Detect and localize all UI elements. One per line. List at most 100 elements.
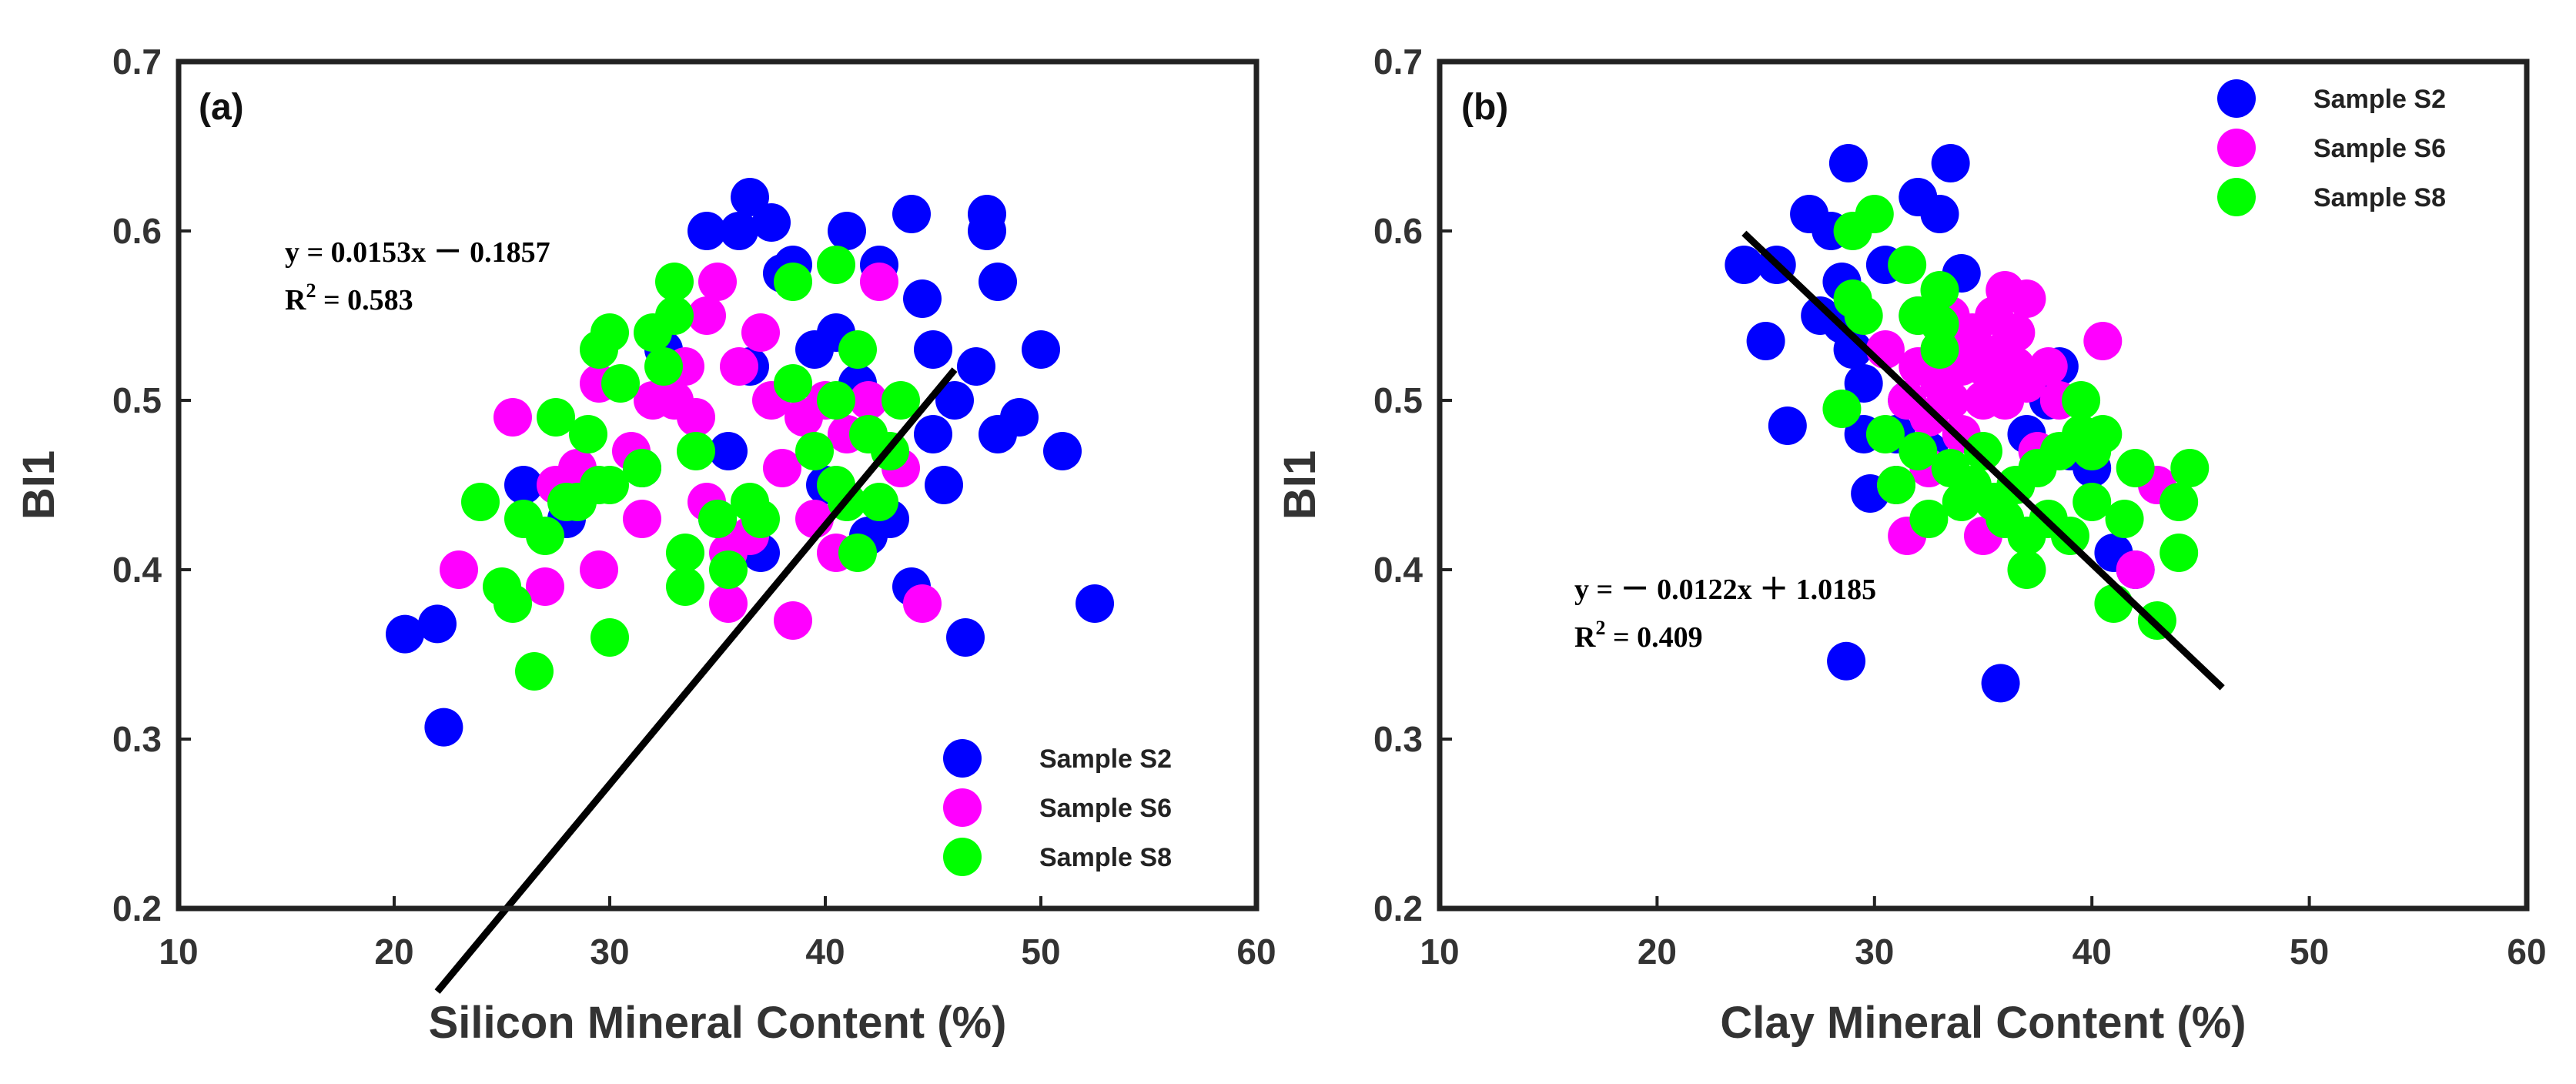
data-point-S6 <box>580 550 618 589</box>
data-point-S2 <box>828 212 866 250</box>
data-point-S8 <box>1855 195 1894 233</box>
data-point-S8 <box>1844 296 1883 335</box>
data-point-S8 <box>698 500 737 538</box>
plot-area <box>179 62 1256 908</box>
panel-a: 10 20 30 40 50 60 0.2 0.3 0.4 0.5 0.6 0.7 Silicon Mi… <box>14 42 1276 1048</box>
data-point-S2 <box>731 178 769 216</box>
data-point-S8 <box>2062 381 2101 420</box>
data-point-S2 <box>709 432 748 470</box>
data-point-S2 <box>979 263 1017 301</box>
series-S8 <box>461 246 920 691</box>
data-point-S8 <box>569 415 607 453</box>
r-squared-symbol: R <box>285 284 306 316</box>
data-point-S8 <box>655 296 694 335</box>
data-point-S8 <box>2094 584 2133 623</box>
panel-label: (b) <box>1461 87 1508 128</box>
legend-marker-S6 <box>2217 129 2256 167</box>
data-point-S8 <box>817 246 855 284</box>
data-point-S8 <box>838 330 877 369</box>
data-point-S8 <box>461 483 500 521</box>
data-point-S8 <box>1920 271 1959 309</box>
legend-label: Sample S6 <box>2313 134 2446 163</box>
data-point-S8 <box>1899 432 1938 470</box>
y-tick-label: 0.3 <box>112 719 162 759</box>
data-point-S2 <box>1920 195 1959 233</box>
data-point-S8 <box>2159 534 2199 572</box>
y-tick-label: 0.2 <box>1373 888 1423 928</box>
data-point-S8 <box>1865 415 1905 453</box>
data-point-S2 <box>1000 398 1039 437</box>
r-squared-superscript: 2 <box>306 279 316 302</box>
legend-label: Sample S8 <box>2313 183 2446 212</box>
data-point-S6 <box>493 398 532 437</box>
y-tick-label: 0.2 <box>112 888 162 928</box>
legend-label: Sample S2 <box>2313 85 2446 114</box>
x-axis-label: Clay Mineral Content (%) <box>1720 998 2246 1048</box>
data-point-S6 <box>687 296 726 335</box>
data-point-S6 <box>1996 313 2036 352</box>
data-point-S8 <box>774 263 812 301</box>
data-point-S2 <box>1828 144 1868 182</box>
regression-equation: y = － 0.0122x ＋ 1.0185 <box>1574 574 1876 606</box>
fit-line <box>1741 230 2225 691</box>
data-point-S8 <box>1909 500 1949 538</box>
data-point-S6 <box>526 567 564 606</box>
data-point-S8 <box>2159 483 2199 521</box>
data-point-S6 <box>2029 347 2068 386</box>
data-point-S8 <box>1964 432 2002 470</box>
y-tick-label: 0.7 <box>112 42 162 82</box>
r-squared: R2 = 0.409 <box>1574 617 1703 654</box>
x-tick-label: 40 <box>805 932 845 972</box>
axes-frame <box>1437 59 2530 912</box>
data-point-S6 <box>860 263 898 301</box>
legend-label: Sample S8 <box>1039 843 1172 872</box>
y-tick-label: 0.5 <box>1373 380 1423 420</box>
data-point-S8 <box>2050 517 2089 555</box>
data-point-S8 <box>601 364 640 403</box>
r-squared-superscript: 2 <box>1595 617 1605 639</box>
data-point-S2 <box>1844 364 1883 403</box>
y-axis-label: BI1 <box>14 450 64 520</box>
data-point-S2 <box>687 212 726 250</box>
x-tick-label: 20 <box>374 932 413 972</box>
data-point-S8 <box>590 313 629 352</box>
data-point-S2 <box>1931 144 1970 182</box>
data-point-S6 <box>2007 279 2046 318</box>
data-point-S8 <box>2116 449 2155 487</box>
legend-marker-S6 <box>943 788 982 827</box>
data-point-S2 <box>1746 322 1785 360</box>
legend-marker-S2 <box>2217 79 2256 118</box>
x-tick-label: 30 <box>590 932 629 972</box>
data-point-S6 <box>623 500 661 538</box>
data-point-S8 <box>666 567 704 606</box>
data-point-S8 <box>1888 246 1927 284</box>
data-point-S8 <box>677 432 715 470</box>
data-point-S8 <box>817 381 855 420</box>
data-point-S6 <box>1931 381 1970 420</box>
data-point-S2 <box>914 415 952 453</box>
r-squared: R2 = 0.583 <box>285 279 413 316</box>
r-squared-value: = 0.409 <box>1605 621 1702 654</box>
data-point-S2 <box>925 466 963 504</box>
data-point-S8 <box>590 618 629 657</box>
r-squared-symbol: R <box>1574 621 1596 654</box>
data-point-S8 <box>795 432 834 470</box>
data-point-S6 <box>677 398 715 437</box>
panel-b: 10 20 30 40 50 60 0.2 0.3 0.4 0.5 0.6 0.7 Clay Miner… <box>1275 42 2547 1048</box>
data-point-S2 <box>1043 432 1082 470</box>
data-point-S2 <box>1076 584 1114 623</box>
data-point-S8 <box>590 466 629 504</box>
y-tick-label: 0.3 <box>1373 719 1423 759</box>
data-point-S2 <box>418 604 457 644</box>
fit-line <box>434 367 958 994</box>
data-point-S2 <box>935 381 974 420</box>
x-tick-label: 60 <box>1236 932 1276 972</box>
data-point-S8 <box>860 483 898 521</box>
panel-label: (a) <box>199 87 244 128</box>
data-point-S8 <box>774 364 812 403</box>
x-tick-label: 10 <box>159 932 198 972</box>
legend-marker-S8 <box>943 838 982 876</box>
data-point-S8 <box>2083 415 2123 453</box>
x-axis-label: Silicon Mineral Content (%) <box>429 998 1007 1048</box>
